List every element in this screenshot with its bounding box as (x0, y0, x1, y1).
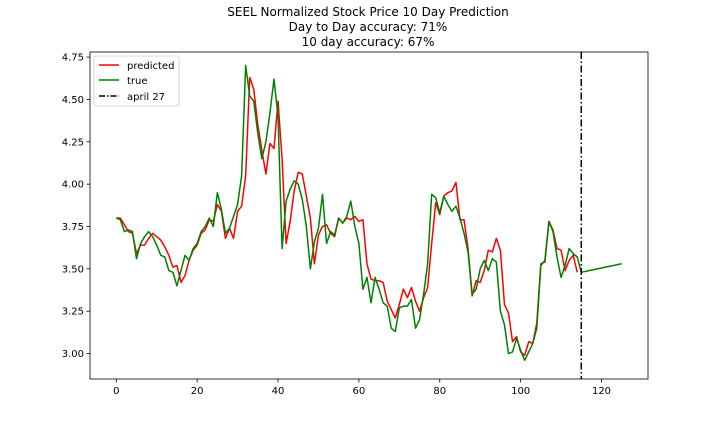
y-tick-label: 3.50 (62, 264, 84, 275)
y-tick-label: 4.50 (62, 95, 84, 106)
series-line-true (115, 64, 583, 362)
chart-title-line-3: 10 day accuracy: 67% (302, 35, 435, 49)
legend: predicted true april 27 (93, 55, 180, 107)
x-tick-label: 40 (272, 386, 285, 397)
series-projection-true (581, 263, 622, 273)
legend-label-predicted: predicted (127, 61, 174, 72)
x-tick-label: 60 (353, 386, 366, 397)
y-tick-label: 4.25 (62, 137, 84, 148)
x-tick-label: 20 (191, 386, 204, 397)
plot-background (90, 52, 648, 379)
x-tick-label: 0 (113, 386, 119, 397)
y-tick-label: 3.00 (62, 349, 84, 360)
x-tick-label: 80 (433, 386, 446, 397)
plot-area (89, 51, 649, 380)
y-tick-label: 3.75 (62, 222, 84, 233)
y-tick-label: 4.75 (62, 53, 84, 64)
x-axis: 0 20 40 60 80 100 120 (113, 379, 611, 397)
x-tick-label: 100 (511, 386, 530, 397)
series-layer (115, 64, 622, 362)
y-tick-label: 4.00 (62, 180, 84, 191)
y-tick-label: 3.25 (62, 307, 84, 318)
chart-title-line-1: SEEL Normalized Stock Price 10 Day Predi… (227, 5, 508, 19)
x-tick-label: 120 (592, 386, 611, 397)
plot-frame (89, 51, 649, 380)
chart-title-line-2: Day to Day accuracy: 71% (289, 20, 448, 34)
legend-box (93, 55, 180, 107)
chart-title: SEEL Normalized Stock Price 10 Day Predi… (227, 5, 508, 49)
y-axis: 3.00 3.25 3.50 3.75 4.00 4.25 4.50 4.75 (62, 53, 90, 360)
legend-label-true: true (127, 76, 148, 87)
legend-label-april-27: april 27 (127, 92, 165, 103)
